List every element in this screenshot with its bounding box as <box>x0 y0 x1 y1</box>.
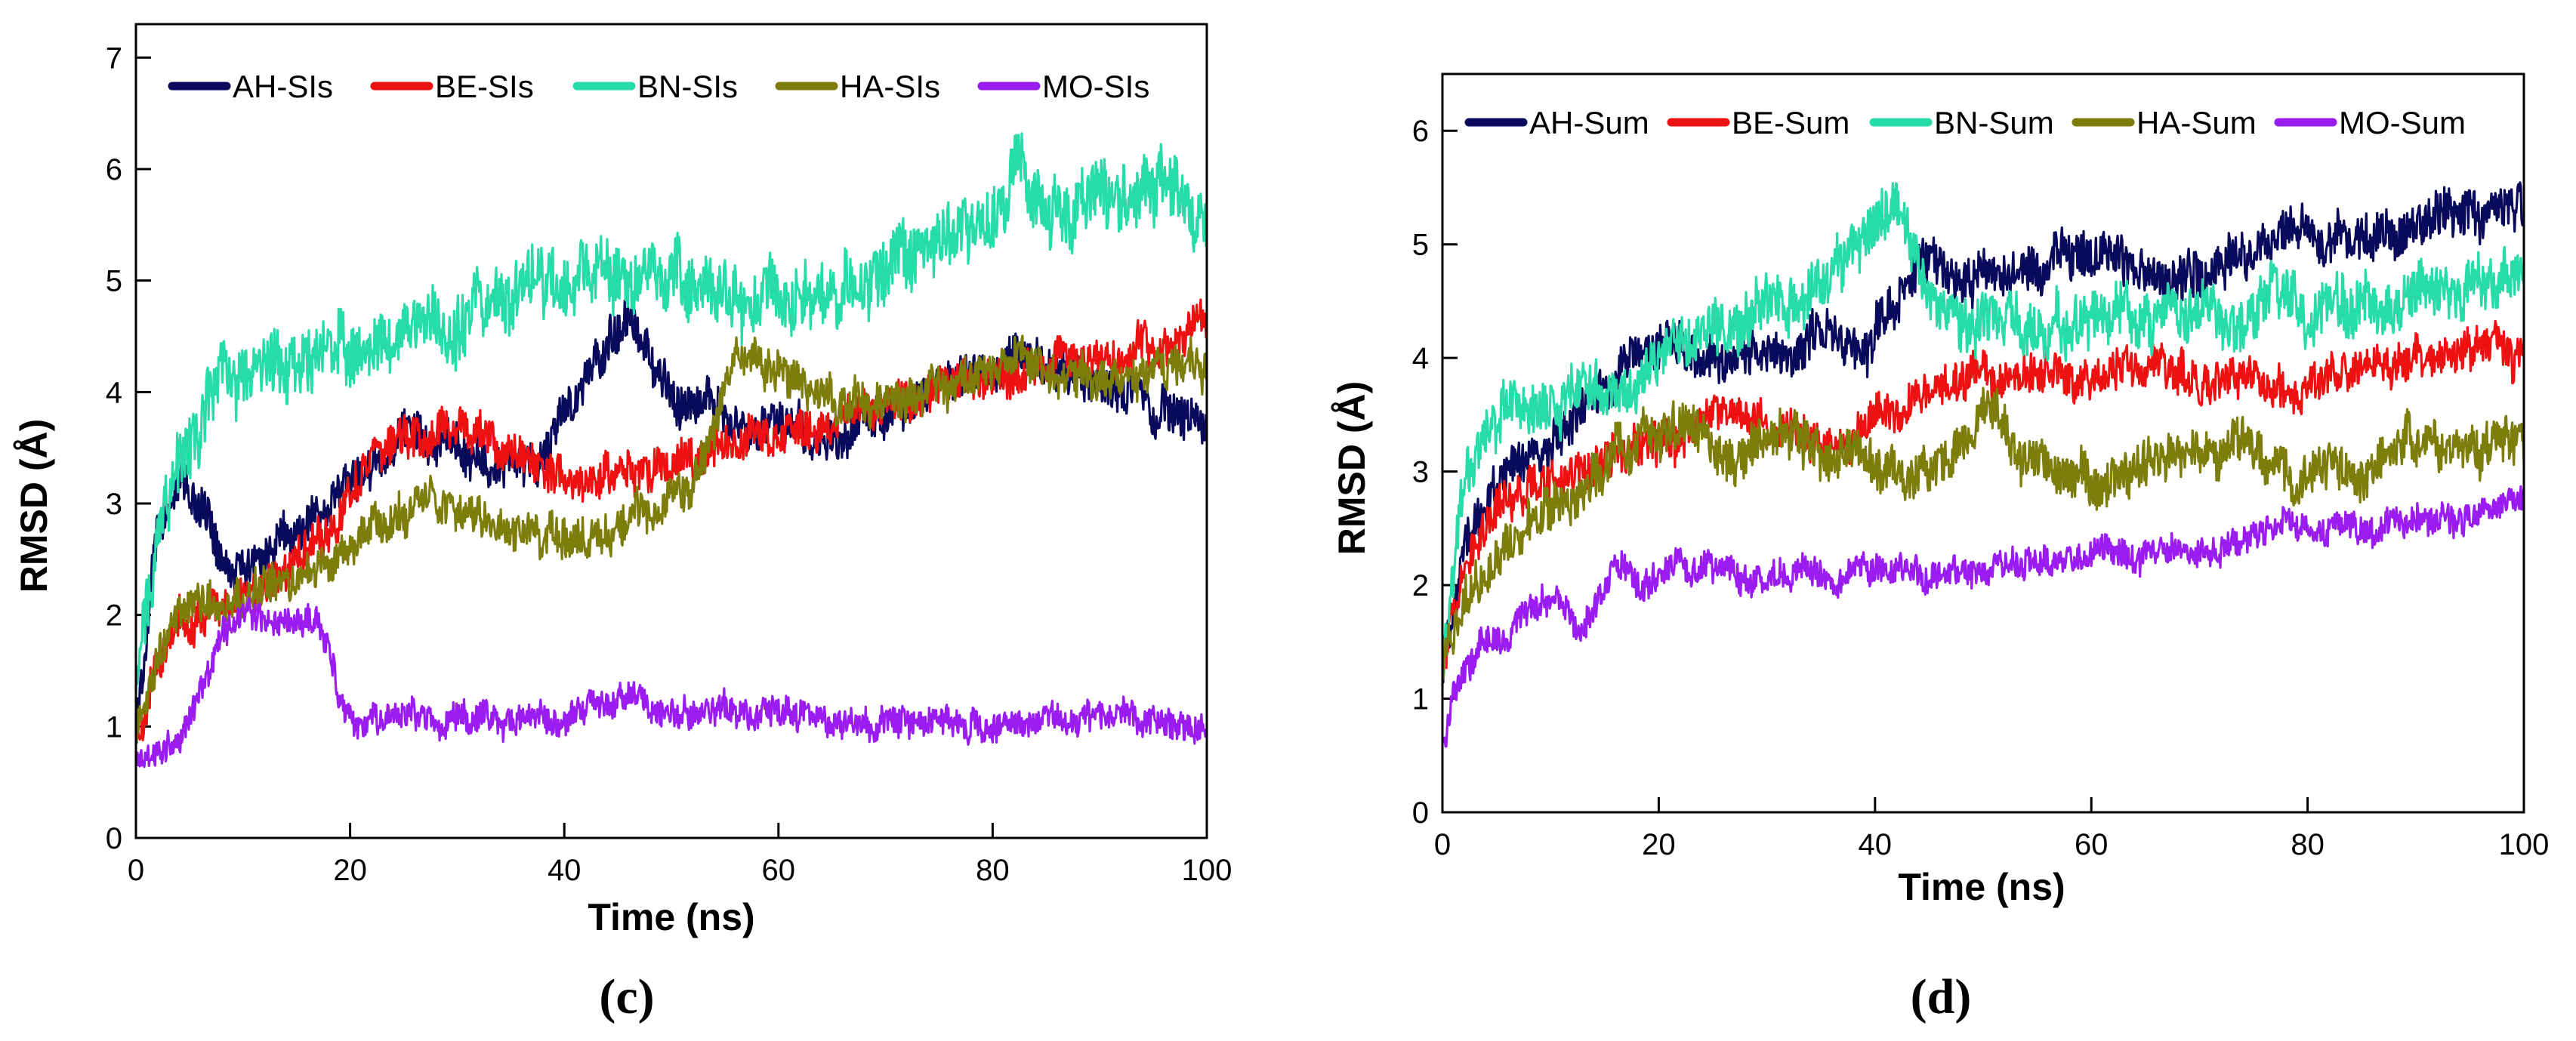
series-line-bn-sis <box>134 132 1208 694</box>
y-tick-label: 3 <box>106 488 122 521</box>
y-tick-label: 4 <box>1412 342 1429 375</box>
y-tick-label: 5 <box>106 265 122 298</box>
series-line-bn-sum <box>1441 182 2525 676</box>
plot-frame <box>134 23 1208 839</box>
panel-label-c: (c) <box>599 969 654 1024</box>
legend: AH-SIs BE-SIs BN-SIs HA-SIs MO-SIs <box>168 69 1149 104</box>
legend-label-ha-sum: HA-Sum <box>2136 105 2257 140</box>
series-line-mo-sum <box>1441 485 2525 748</box>
y-tick-label: 2 <box>1412 569 1429 602</box>
plot-frame <box>1441 72 2525 814</box>
y-tick-label: 4 <box>106 376 122 409</box>
y-tick-label: 2 <box>106 599 122 633</box>
y-tick-label: 6 <box>1412 115 1429 148</box>
series-line-be-sum <box>1441 319 2525 676</box>
legend-label-ha-sis: HA-SIs <box>840 69 940 104</box>
series-line-ha-sum <box>1441 387 2525 681</box>
y-tick-label: 0 <box>106 822 122 855</box>
chart-panel-d: RMSD (Å) 0 1 2 3 4 5 6 0 20 40 60 80 100 AH-Sum BE-S… <box>1331 72 2550 1024</box>
x-tick-label: 80 <box>2291 828 2325 861</box>
x-tick-label: 0 <box>1434 828 1451 861</box>
chart-panel-c: RMSD (Å) 0 1 2 3 4 5 6 7 0 20 40 60 80 100 AH-SIs BE-… <box>13 23 1232 1024</box>
x-tick-label: 20 <box>1642 828 1676 861</box>
y-tick-label: 1 <box>1412 683 1429 716</box>
x-tick-label: 100 <box>1182 854 1232 887</box>
legend-label-mo-sum: MO-Sum <box>2339 105 2466 140</box>
x-tick-label: 60 <box>2075 828 2109 861</box>
series-line-mo-sis <box>135 596 1208 768</box>
legend-label-bn-sis: BN-SIs <box>637 69 738 104</box>
panel-label-d: (d) <box>1911 969 1972 1024</box>
y-ticks: 0 1 2 3 4 5 6 7 <box>106 42 151 855</box>
legend-label-bn-sum: BN-Sum <box>1934 105 2054 140</box>
y-tick-label: 0 <box>1412 796 1429 830</box>
x-tick-label: 0 <box>128 854 144 887</box>
legend-label-ah-sis: AH-SIs <box>233 69 333 104</box>
legend: AH-Sum BE-Sum BN-Sum HA-Sum MO-Sum <box>1464 105 2466 140</box>
y-tick-label: 5 <box>1412 229 1429 262</box>
series-lines <box>134 132 1208 768</box>
y-axis-title: RMSD (Å) <box>13 419 55 593</box>
legend-label-ah-sum: AH-Sum <box>1529 105 1649 140</box>
y-axis-title: RMSD (Å) <box>1331 381 1373 556</box>
x-tick-label: 40 <box>1859 828 1893 861</box>
x-tick-label: 60 <box>762 854 796 887</box>
legend-label-mo-sis: MO-SIs <box>1042 69 1149 104</box>
x-ticks: 0 20 40 60 80 100 <box>1434 797 2550 861</box>
y-tick-label: 7 <box>106 42 122 75</box>
x-axis-title: Time (ns) <box>1898 866 2065 908</box>
series-line-ah-sum <box>1441 181 2525 684</box>
y-ticks: 0 1 2 3 4 5 6 <box>1412 115 1458 830</box>
x-tick-label: 20 <box>333 854 367 887</box>
y-tick-label: 1 <box>106 710 122 744</box>
series-lines <box>1441 181 2525 748</box>
x-tick-label: 40 <box>548 854 582 887</box>
x-tick-label: 80 <box>976 854 1010 887</box>
legend-label-be-sis: BE-SIs <box>435 69 534 104</box>
series-line-ha-sis <box>134 334 1208 744</box>
x-ticks: 0 20 40 60 80 100 <box>128 823 1232 887</box>
y-tick-label: 6 <box>106 153 122 186</box>
y-tick-label: 3 <box>1412 456 1429 489</box>
x-tick-label: 100 <box>2499 828 2550 861</box>
x-axis-title: Time (ns) <box>588 896 754 938</box>
legend-label-be-sum: BE-Sum <box>1732 105 1849 140</box>
